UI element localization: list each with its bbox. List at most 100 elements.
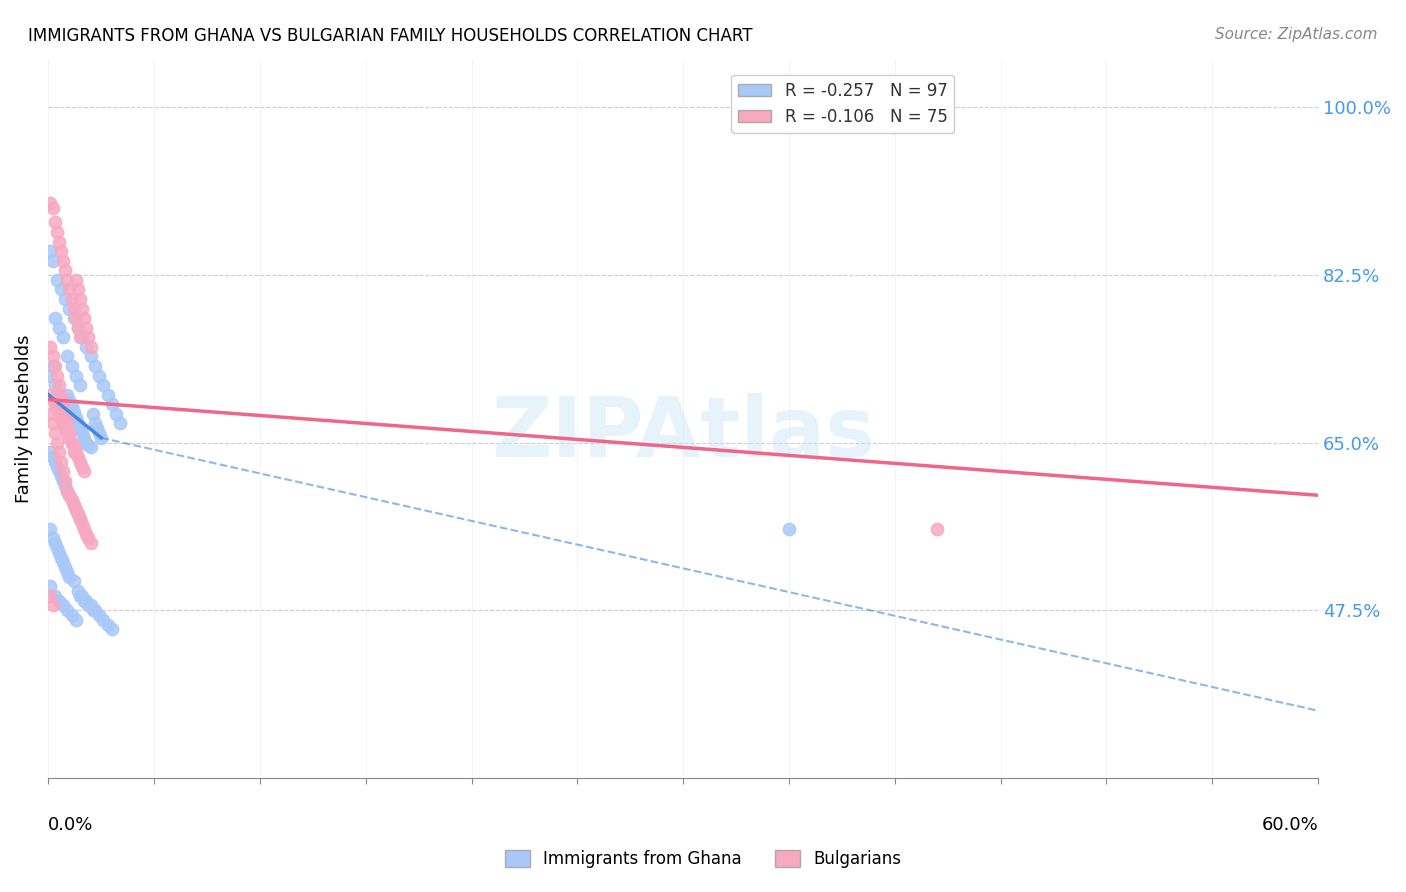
Point <box>56 417 79 431</box>
Point <box>87 368 110 383</box>
Point <box>96 388 118 402</box>
Point <box>105 407 128 421</box>
Point <box>39 340 62 354</box>
Point <box>65 502 87 516</box>
Point <box>58 570 80 584</box>
Point <box>52 464 75 478</box>
Point <box>45 225 67 239</box>
Point <box>75 593 97 607</box>
Text: 0.0%: 0.0% <box>48 816 94 834</box>
Point <box>48 464 70 478</box>
Point <box>45 435 67 450</box>
Point <box>65 502 87 516</box>
Point <box>39 196 62 211</box>
Point <box>52 402 75 417</box>
Point <box>58 488 80 502</box>
Point <box>56 388 79 402</box>
Point <box>66 320 89 334</box>
Point <box>44 589 66 603</box>
Point <box>49 282 72 296</box>
Point <box>56 350 79 364</box>
Point <box>52 474 75 488</box>
Point <box>41 532 63 546</box>
Point <box>53 474 76 488</box>
Point <box>65 410 87 425</box>
Point <box>96 617 118 632</box>
Point <box>49 550 72 565</box>
Point <box>77 599 100 613</box>
Point <box>87 607 110 622</box>
Point <box>82 407 104 421</box>
Point <box>70 301 93 316</box>
Point <box>100 397 122 411</box>
Point <box>49 455 72 469</box>
Point <box>53 407 76 421</box>
Point <box>79 536 101 550</box>
Point <box>87 425 110 440</box>
Point <box>58 425 80 440</box>
Point <box>70 516 93 531</box>
Point <box>73 593 96 607</box>
Point <box>39 579 62 593</box>
Point <box>48 546 70 560</box>
Point <box>52 417 75 431</box>
Point <box>65 273 87 287</box>
Point <box>110 417 132 431</box>
Point <box>41 599 63 613</box>
Point <box>75 320 97 334</box>
Point <box>56 565 79 579</box>
Point <box>44 425 66 440</box>
Point <box>49 397 72 411</box>
Point <box>60 435 83 450</box>
Point <box>41 359 63 373</box>
Point <box>48 593 70 607</box>
Point <box>41 417 63 431</box>
Point <box>70 425 93 440</box>
Point <box>53 407 76 421</box>
Point <box>70 589 93 603</box>
Point <box>86 421 108 435</box>
Point <box>60 493 83 508</box>
Point <box>62 498 84 512</box>
Y-axis label: Family Households: Family Households <box>15 334 32 503</box>
Point <box>56 483 79 498</box>
Point <box>66 450 89 464</box>
Point <box>44 455 66 469</box>
Point <box>66 282 89 296</box>
Point <box>69 421 91 435</box>
Point <box>49 411 72 425</box>
Point <box>100 623 122 637</box>
Point <box>65 311 87 326</box>
Point <box>58 301 80 316</box>
Point <box>66 417 89 431</box>
Point <box>53 479 76 493</box>
Point <box>65 613 87 627</box>
Point <box>73 522 96 536</box>
Point <box>60 435 83 450</box>
Point <box>69 292 91 306</box>
Point <box>70 330 93 344</box>
Point <box>62 301 84 316</box>
Point <box>66 508 89 522</box>
Point <box>58 488 80 502</box>
Point <box>53 560 76 574</box>
Point <box>48 392 70 407</box>
Text: Source: ZipAtlas.com: Source: ZipAtlas.com <box>1215 27 1378 42</box>
Point <box>90 431 112 445</box>
Point <box>73 311 96 326</box>
Point <box>91 613 114 627</box>
Point <box>49 388 72 402</box>
Point <box>52 397 75 411</box>
Point <box>44 311 66 326</box>
Point <box>44 215 66 229</box>
Point <box>60 359 83 373</box>
Point <box>79 340 101 354</box>
Point <box>45 541 67 555</box>
Point <box>58 431 80 445</box>
Point <box>73 464 96 478</box>
Point <box>60 607 83 622</box>
Point <box>83 417 105 431</box>
Point <box>49 244 72 259</box>
Point <box>48 407 70 421</box>
Point <box>65 445 87 459</box>
